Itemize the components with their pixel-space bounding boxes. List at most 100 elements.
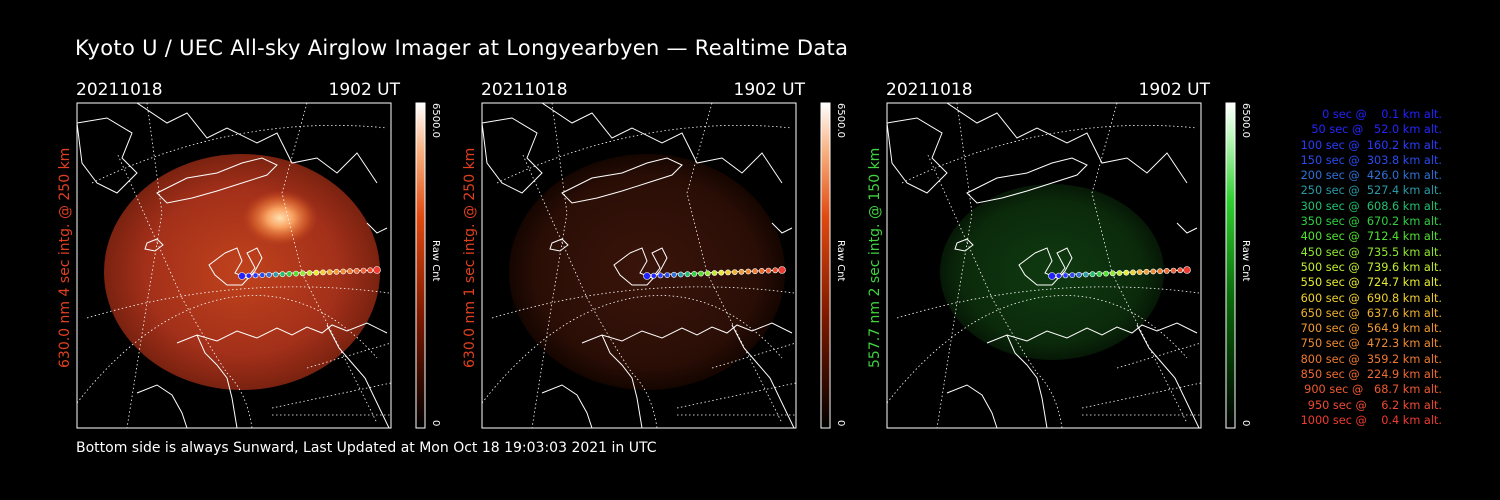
legend-row: 0 sec @ 0.1 km alt.: [1322, 108, 1442, 121]
trajectory-dot: [664, 272, 671, 278]
trajectory-dot: [1055, 272, 1062, 279]
panel-1-image: [76, 102, 392, 429]
legend-row: 950 sec @ 6.2 km alt.: [1307, 398, 1442, 412]
trajectory-dot: [286, 270, 293, 277]
trajectory-dot: [1069, 272, 1076, 278]
trajectory-dot: [765, 267, 772, 274]
trajectory-dot: [1116, 270, 1123, 276]
trajectory-dot: [1082, 271, 1089, 278]
trajectory-dot: [657, 272, 664, 279]
panel-2-date: 20211018: [481, 80, 568, 100]
trajectory-dot: [272, 271, 279, 278]
trajectory-dot: [677, 271, 684, 278]
trajectory-dot: [650, 272, 657, 279]
trajectory-dot: [671, 271, 677, 278]
legend-row: 650 sec @ 637.6 km alt.: [1300, 306, 1442, 320]
trajectory-dot: [293, 270, 299, 277]
trajectory-dot: [778, 266, 786, 274]
legend-row: 450 sec @ 735.5 km alt.: [1300, 245, 1442, 259]
trajectory-dot: [373, 266, 381, 274]
trajectory-dot: [1183, 266, 1191, 274]
legend-row: 350 sec @ 670.2 km alt.: [1300, 215, 1442, 229]
legend-row: 400 sec @ 712.4 km alt.: [1300, 230, 1442, 244]
panel-1-colorbar: [415, 102, 426, 429]
trajectory-dot: [731, 269, 738, 275]
trajectory-dot: [643, 272, 651, 280]
trajectory-dot: [1123, 269, 1130, 276]
trajectory-dot: [711, 270, 718, 276]
legend-row: 50 sec @ 52.0 km alt.: [1311, 123, 1442, 137]
trajectory-dot: [1170, 267, 1177, 274]
trajectory-dot: [367, 267, 374, 274]
panel-3-colorbar: [1225, 102, 1236, 429]
trajectory-dot: [279, 271, 286, 278]
trajectory-dot: [326, 269, 333, 275]
panel-2-colorbar: [820, 102, 831, 429]
trajectory-dot: [266, 271, 272, 278]
panel-1-time: 1902 UT: [328, 80, 401, 100]
trajectory-dot: [360, 267, 367, 274]
panel-1-trajectory-dots: [238, 266, 381, 280]
trajectory-dot: [738, 268, 745, 275]
trajectory-dot: [718, 269, 725, 276]
legend-row: 250 sec @ 527.4 km alt.: [1300, 184, 1442, 198]
legend-row: 750 sec @ 472.3 km alt.: [1300, 337, 1442, 351]
trajectory-dot: [1130, 269, 1136, 276]
trajectory-dot: [684, 271, 691, 278]
trajectory-dot: [752, 268, 758, 275]
legend-row: 700 sec @ 564.9 km alt.: [1300, 322, 1442, 336]
trajectory-dot: [1103, 270, 1109, 277]
trajectory-dot: [353, 267, 360, 274]
trajectory-dot: [725, 269, 731, 276]
legend-row: 150 sec @ 303.8 km alt.: [1300, 153, 1442, 167]
trajectory-legend: 0 sec @ 0.1 km alt. 50 sec @ 52.0 km alt.…: [1262, 107, 1442, 428]
trajectory-dot: [259, 272, 266, 278]
legend-row: 900 sec @ 68.7 km alt.: [1304, 383, 1442, 397]
trajectory-dot: [1143, 268, 1150, 275]
legend-row: 600 sec @ 690.8 km alt.: [1300, 291, 1442, 305]
trajectory-dot: [1136, 269, 1143, 275]
trajectory-dot: [252, 272, 259, 279]
legend-row: 550 sec @ 724.7 km alt.: [1300, 276, 1442, 290]
trajectory-dot: [704, 270, 711, 277]
page-title: Kyoto U / UEC All-sky Airglow Imager at …: [75, 36, 849, 60]
trajectory-dot: [1150, 268, 1157, 275]
trajectory-dot: [313, 269, 320, 276]
panel-2-time: 1902 UT: [733, 80, 806, 100]
legend-row: 100 sec @ 160.2 km alt.: [1300, 138, 1442, 152]
legend-row: 500 sec @ 739.6 km alt.: [1300, 260, 1442, 274]
trajectory-dot: [340, 268, 347, 275]
panel-2-image: [481, 102, 797, 429]
legend-row: 1000 sec @ 0.4 km alt.: [1300, 413, 1442, 427]
trajectory-dot: [1177, 267, 1184, 274]
trajectory-dot: [306, 270, 313, 276]
panel-3-image: [886, 102, 1202, 429]
trajectory-dot: [1157, 268, 1163, 275]
trajectory-dot: [772, 267, 779, 274]
trajectory-dot: [1109, 270, 1116, 277]
trajectory-dot: [1048, 272, 1056, 280]
trajectory-dot: [245, 272, 252, 279]
trajectory-dot: [758, 267, 765, 274]
panel-3-time: 1902 UT: [1138, 80, 1211, 100]
panel-1-date: 20211018: [76, 80, 163, 100]
trajectory-dot: [333, 268, 340, 275]
trajectory-dot: [320, 269, 326, 276]
footer-status: Bottom side is always Sunward, Last Upda…: [76, 440, 657, 456]
trajectory-dot: [1062, 272, 1069, 279]
panel-3-date: 20211018: [886, 80, 973, 100]
trajectory-dot: [1163, 267, 1170, 274]
trajectory-dot: [238, 272, 246, 280]
trajectory-dot: [745, 268, 752, 275]
trajectory-dot: [1096, 270, 1103, 277]
trajectory-dot: [698, 270, 704, 277]
legend-row: 200 sec @ 426.0 km alt.: [1300, 169, 1442, 183]
trajectory-dot: [691, 270, 698, 277]
trajectory-dot: [1089, 271, 1096, 278]
legend-row: 850 sec @ 224.9 km alt.: [1300, 368, 1442, 382]
trajectory-dot: [347, 268, 353, 275]
trajectory-dot: [1076, 271, 1082, 278]
trajectory-dot: [299, 270, 306, 277]
legend-row: 300 sec @ 608.6 km alt.: [1300, 199, 1442, 213]
